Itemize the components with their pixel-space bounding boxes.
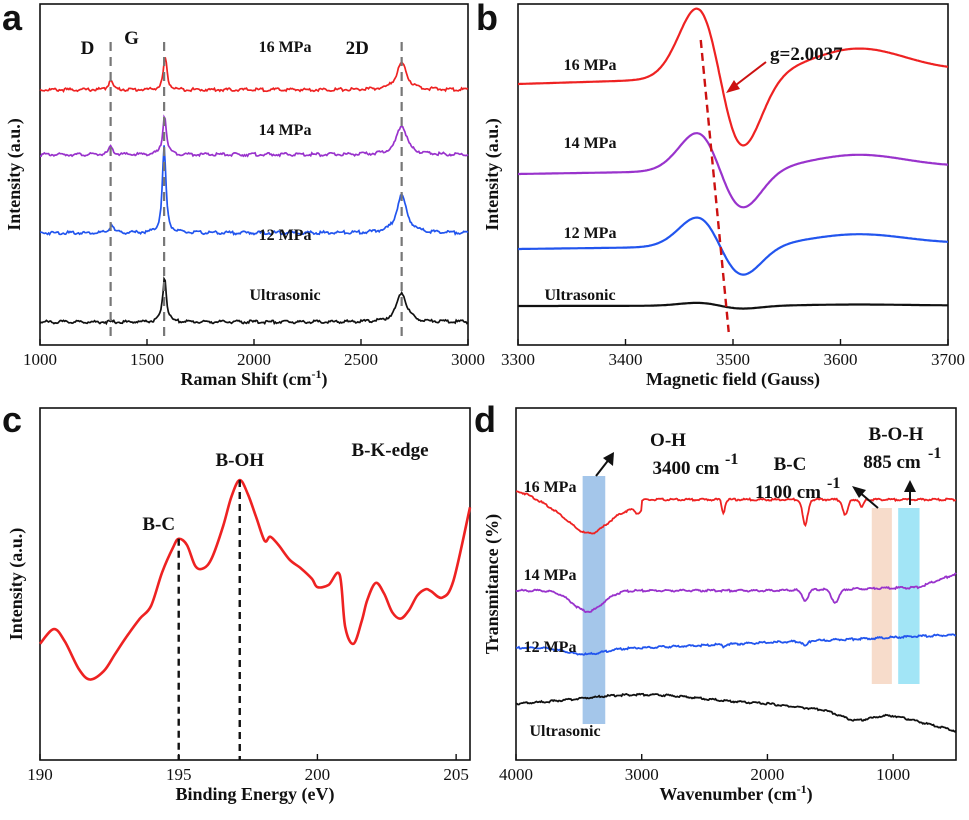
series-label: 12 MPa xyxy=(259,227,312,244)
boh-arrowhead xyxy=(904,480,916,492)
peak-label-bc: B-C xyxy=(142,514,175,535)
panel-c-tick-label: 200 xyxy=(305,765,331,784)
panel-a-tick-label: 1500 xyxy=(130,350,164,369)
ftir-series-line xyxy=(515,633,957,656)
panel-b-letter: b xyxy=(476,0,498,38)
band-label-oh: O-H xyxy=(650,430,686,451)
panel-a-ylabel: Intensity (a.u.) xyxy=(4,118,25,231)
panel-b-tick-label: 3500 xyxy=(716,350,750,369)
epr-series-line xyxy=(518,7,949,147)
panel-a-tick-label: 2000 xyxy=(237,350,271,369)
panel-b-tick-label: 3700 xyxy=(931,350,965,369)
raman-series-line xyxy=(39,145,469,236)
panel-c-tick-label: 195 xyxy=(166,765,192,784)
panel-c-xas: B-C B-OH B-K-edge 190 195 200 205 Binding Energ… xyxy=(6,407,472,805)
panel-c-ylabel: Intensity (a.u.) xyxy=(6,528,27,641)
band-sub-oh: 3400 cm xyxy=(652,458,719,479)
band-label-2D: 2D xyxy=(346,38,369,59)
band-sub-boh: 885 cm xyxy=(863,452,921,473)
ftir-band xyxy=(871,508,892,684)
ftir-band xyxy=(582,476,606,724)
panel-a-letter: a xyxy=(2,0,23,38)
xas-series-line xyxy=(38,478,472,681)
band-label-G: G xyxy=(124,28,139,49)
panel-c-letter: c xyxy=(2,399,22,440)
panel-d-letter: d xyxy=(474,399,496,440)
panel-c-xlabel: Binding Energy (eV) xyxy=(175,784,334,805)
panel-d-ftir: 16 MPa 14 MPa 12 MPa Ultrasonic O-H 3400 cm -1… xyxy=(482,407,957,805)
panel-d-ylabel: Transmitance (%) xyxy=(482,514,503,654)
panel-c-frame xyxy=(39,407,471,761)
band-sub-boh-sup: -1 xyxy=(928,445,941,462)
panel-a-xlabel: Raman Shift (cm-1) xyxy=(181,367,328,390)
series-label: 14 MPa xyxy=(259,122,312,139)
series-label: 12 MPa xyxy=(564,225,617,242)
series-label: Ultrasonic xyxy=(544,287,615,304)
panel-a-tick-label: 2500 xyxy=(344,350,378,369)
oh-arrowhead xyxy=(603,452,614,466)
peak-label-boh: B-OH xyxy=(215,450,264,471)
panel-a-tick-label: 1000 xyxy=(23,350,57,369)
band-sub-oh-sup: -1 xyxy=(725,451,738,468)
panel-b-epr: g=2.0037 16 MPa 14 MPa 12 MPa Ultrasonic 3300… xyxy=(482,3,965,390)
band-label-D: D xyxy=(81,38,95,59)
ftir-band xyxy=(898,508,920,684)
panel-d-tick-label: 1000 xyxy=(876,765,910,784)
panel-b-tick-label: 3600 xyxy=(824,350,858,369)
panel-c-tick-label: 205 xyxy=(443,765,469,784)
panel-d-tick-label: 4000 xyxy=(499,765,533,784)
series-label: 16 MPa xyxy=(524,479,577,496)
series-label: Ultrasonic xyxy=(249,287,320,304)
panel-b-ylabel: Intensity (a.u.) xyxy=(482,118,503,231)
panel-d-xlabel: Wavenumber (cm-1) xyxy=(659,782,812,805)
band-sub-bc-sup: -1 xyxy=(827,475,840,492)
panel-b-tick-label: 3300 xyxy=(501,350,535,369)
panel-d-tick-label: 3000 xyxy=(625,765,659,784)
ftir-series-line xyxy=(515,692,957,733)
panel-b-xlabel: Magnetic field (Gauss) xyxy=(646,369,820,390)
series-label: 14 MPa xyxy=(564,135,617,152)
ftir-series-line xyxy=(515,572,957,614)
series-label: 16 MPa xyxy=(564,57,617,74)
panel-d-tick-label: 2000 xyxy=(750,765,784,784)
edge-title: B-K-edge xyxy=(351,440,428,461)
panel-d-frame xyxy=(515,407,957,761)
band-label-boh: B-O-H xyxy=(869,424,924,445)
series-label: 14 MPa xyxy=(524,567,577,584)
panel-b-tick-label: 3400 xyxy=(609,350,643,369)
series-label: Ultrasonic xyxy=(529,723,600,740)
panel-a-raman: 16 MPa 14 MPa 12 MPa Ultrasonic D G 2D 1000 1500… xyxy=(4,3,485,390)
series-label: 12 MPa xyxy=(524,639,577,656)
band-sub-bc: 1100 cm xyxy=(755,482,821,503)
raman-series-line xyxy=(40,114,469,158)
series-label: 16 MPa xyxy=(259,39,312,56)
panel-a-tick-label: 3000 xyxy=(451,350,485,369)
ftir-series-line xyxy=(515,490,956,535)
epr-series-line xyxy=(518,132,949,209)
g-value-arrowhead xyxy=(726,80,740,93)
band-label-bc: B-C xyxy=(774,454,807,475)
g-value-annotation: g=2.0037 xyxy=(770,44,843,65)
epr-series-line xyxy=(518,216,948,276)
g-value-arrow xyxy=(731,61,767,89)
panel-c-tick-label: 190 xyxy=(27,765,53,784)
bc-arrowhead xyxy=(852,486,866,498)
raman-series-line xyxy=(39,57,469,93)
epr-series-line xyxy=(518,301,948,310)
g-value-dashed-line xyxy=(699,39,730,333)
